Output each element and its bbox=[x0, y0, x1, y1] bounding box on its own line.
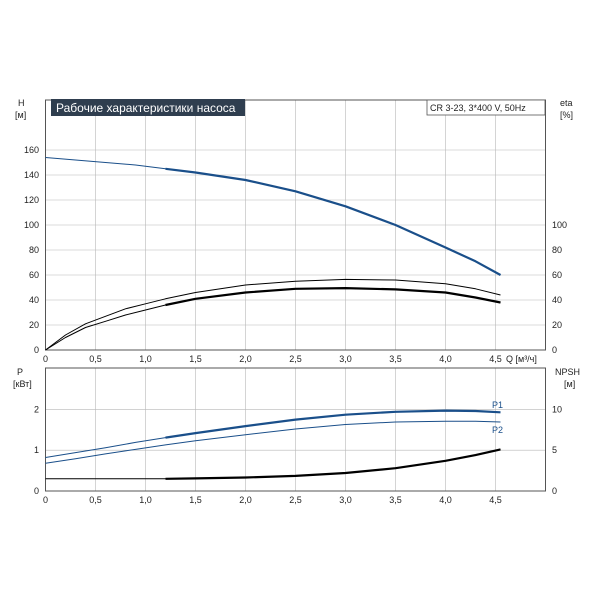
h-tick-label: 60 bbox=[29, 270, 39, 280]
eta-tick-label: 80 bbox=[552, 245, 562, 255]
eta-tick-label: 0 bbox=[552, 345, 557, 355]
title-box bbox=[51, 99, 245, 116]
p1-operating-range bbox=[165, 409, 501, 439]
upper-curves bbox=[45, 157, 502, 351]
h-axis-label: H bbox=[18, 98, 25, 108]
npsh-axis-unit: [м] bbox=[564, 379, 575, 389]
h-tick-label: 40 bbox=[29, 295, 39, 305]
npsh-tick-label: 0 bbox=[552, 486, 557, 496]
h-operating-range bbox=[165, 167, 502, 276]
x-tick-label: 1,0 bbox=[139, 495, 152, 505]
eta-axis-unit: [%] bbox=[560, 110, 573, 120]
eta-axis-label: eta bbox=[560, 98, 573, 108]
chart-title: Рабочие характеристики насоса bbox=[56, 101, 236, 115]
p2-curve bbox=[45, 420, 501, 464]
h-tick-label: 160 bbox=[24, 145, 39, 155]
p-axis-unit: [кВт] bbox=[13, 379, 32, 389]
pump-model-label: CR 3-23, 3*400 V, 50Hz bbox=[430, 103, 526, 113]
eta-operating-range bbox=[165, 287, 501, 307]
h-axis-unit: [м] bbox=[15, 110, 26, 120]
x-tick-label: 0,5 bbox=[89, 354, 102, 364]
eta-tick-label: 100 bbox=[552, 220, 567, 230]
eta-tick-label: 20 bbox=[552, 320, 562, 330]
eta-tick-label: 60 bbox=[552, 270, 562, 280]
p1-curve-label: P1 bbox=[492, 400, 503, 410]
eta-max-curve bbox=[45, 278, 501, 351]
p-tick-label: 1 bbox=[34, 445, 39, 455]
x-tick-label: 0 bbox=[43, 354, 48, 364]
lower-plot-frame bbox=[45, 367, 546, 492]
h-tick-label: 140 bbox=[24, 170, 39, 180]
upper-grid bbox=[45, 100, 546, 350]
x-tick-label: 1,5 bbox=[189, 354, 202, 364]
eta-tick-label: 40 bbox=[552, 295, 562, 305]
npsh-axis-label: NPSH bbox=[555, 367, 580, 377]
x-tick-label: 0 bbox=[43, 495, 48, 505]
upper-plot-frame bbox=[45, 99, 546, 351]
x-tick-label: 3,0 bbox=[339, 354, 352, 364]
x-tick-label: 3,5 bbox=[389, 495, 402, 505]
x-tick-label: 2,5 bbox=[289, 495, 302, 505]
h-tick-label: 20 bbox=[29, 320, 39, 330]
x-tick-label: 4,0 bbox=[439, 354, 452, 364]
x-tick-label: 0,5 bbox=[89, 495, 102, 505]
h-tick-label: 120 bbox=[24, 195, 39, 205]
x-tick-label: 2,0 bbox=[239, 354, 252, 364]
p-tick-label: 0 bbox=[34, 486, 39, 496]
h-tick-label: 100 bbox=[24, 220, 39, 230]
lower-tick-labels: 0 0,5 1,0 1,5 2,0 2,5 3,0 3,5 4,0 4,5 0 1 2 0 5 10 bbox=[34, 404, 562, 505]
q-axis-unit: Q [м³/ч] bbox=[506, 354, 537, 364]
npsh-tick-label: 10 bbox=[552, 404, 562, 414]
npsh-operating-range bbox=[165, 448, 501, 480]
model-box bbox=[426, 99, 546, 116]
h-tick-label: 80 bbox=[29, 245, 39, 255]
x-tick-label: 4,5 bbox=[489, 354, 502, 364]
h-tick-label: 0 bbox=[34, 345, 39, 355]
x-tick-label: 4,0 bbox=[439, 495, 452, 505]
upper-tick-labels: 0 0,5 1,0 1,5 2,0 2,5 3,0 3,5 4,0 4,5 0 20 40 60 80 100… bbox=[24, 145, 567, 364]
x-tick-label: 2,0 bbox=[239, 495, 252, 505]
p-axis-label: P bbox=[17, 367, 23, 377]
x-tick-label: 3,0 bbox=[339, 495, 352, 505]
p2-curve-label: P2 bbox=[492, 425, 503, 435]
x-tick-label: 3,5 bbox=[389, 354, 402, 364]
lower-curves bbox=[45, 409, 501, 480]
npsh-tick-label: 5 bbox=[552, 445, 557, 455]
x-tick-label: 2,5 bbox=[289, 354, 302, 364]
x-tick-label: 4,5 bbox=[489, 495, 502, 505]
p-tick-label: 2 bbox=[34, 404, 39, 414]
x-tick-label: 1,5 bbox=[189, 495, 202, 505]
x-tick-label: 1,0 bbox=[139, 354, 152, 364]
